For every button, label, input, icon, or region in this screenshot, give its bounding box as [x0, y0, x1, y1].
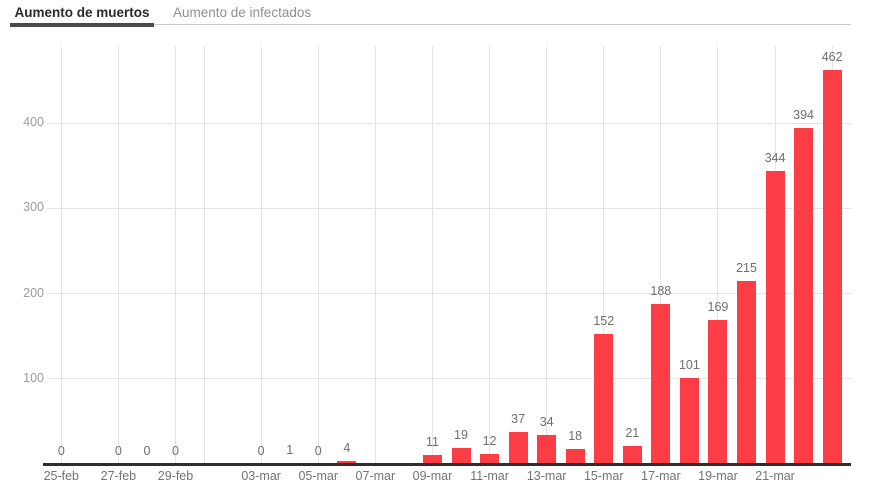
- bar-value-label-20-mar: 215: [736, 260, 757, 275]
- tab-aumento-de-muertos-label: Aumento de muertos: [14, 5, 150, 20]
- bar-value-label-06-mar: 4: [343, 440, 351, 455]
- bar-22-mar[interactable]: [794, 128, 814, 464]
- bar-value-label-17-mar: 188: [650, 283, 672, 298]
- bar-11-mar[interactable]: [480, 453, 500, 464]
- x-gridline: [717, 46, 719, 464]
- x-axis-label-29-feb: 29-feb: [157, 469, 194, 483]
- bar-value-label-16-mar: 21: [625, 426, 640, 441]
- bar-value-label-25-feb: 0: [57, 444, 65, 458]
- x-gridline: [117, 46, 119, 464]
- bar-value-label-23-mar: 462: [821, 50, 843, 65]
- x-axis-label-07-mar: 07-mar: [355, 469, 396, 483]
- x-axis-label-13-mar: 13-mar: [526, 469, 567, 483]
- bar-16-mar[interactable]: [622, 446, 642, 464]
- x-gridline: [431, 46, 433, 464]
- y-axis-label: 100: [23, 370, 44, 385]
- bar-21-mar[interactable]: [765, 170, 785, 464]
- y-axis-label: 300: [23, 200, 44, 215]
- x-axis-label-17-mar: 17-mar: [641, 469, 681, 483]
- y-axis-label: 200: [23, 285, 44, 300]
- bar-20-mar[interactable]: [737, 280, 756, 464]
- y-gridline: [47, 378, 851, 380]
- x-axis-label-09-mar: 09-mar: [412, 469, 453, 483]
- bar-value-label-03-mar: 0: [257, 444, 265, 458]
- tab-aumento-de-muertos[interactable]: Aumento de muertos: [10, 0, 154, 25]
- bar-17-mar[interactable]: [651, 303, 671, 464]
- x-gridline: [260, 46, 262, 464]
- x-gridline: [603, 46, 605, 464]
- x-axis-label-19-mar: 19-mar: [698, 469, 738, 483]
- tab-bar: Aumento de muertos Aumento de infectados: [10, 0, 851, 27]
- bar-12-mar[interactable]: [508, 432, 528, 464]
- bar-15-mar[interactable]: [594, 334, 614, 464]
- x-axis-label-15-mar: 15-mar: [583, 469, 624, 483]
- bar-value-label-14-mar: 18: [568, 428, 583, 443]
- x-axis-label-05-mar: 05-mar: [298, 469, 339, 483]
- x-gridline: [660, 46, 662, 464]
- tab-aumento-de-infectados-label: Aumento de infectados: [173, 5, 312, 20]
- bar-09-mar[interactable]: [422, 454, 442, 464]
- x-gridline: [546, 46, 548, 464]
- y-gridline: [47, 122, 851, 124]
- bar-value-label-09-mar: 11: [425, 434, 439, 449]
- bar-value-label-04-mar: 1: [286, 443, 294, 457]
- bar-14-mar[interactable]: [565, 448, 585, 464]
- bar-value-label-13-mar: 34: [539, 415, 554, 430]
- bar-value-label-18-mar: 101: [678, 357, 700, 372]
- bar-value-label-22-mar: 394: [793, 108, 815, 123]
- bar-value-label-28-feb: 0: [143, 444, 151, 458]
- x-gridline: [317, 46, 319, 464]
- x-axis-label-21-mar: 21-mar: [755, 469, 795, 483]
- bar-13-mar[interactable]: [537, 435, 557, 464]
- x-gridline: [203, 46, 205, 464]
- tab-bar-divider: [10, 24, 851, 25]
- bar-value-label-19-mar: 169: [707, 300, 729, 314]
- bar-value-label-27-feb: 0: [114, 444, 122, 458]
- y-gridline: [47, 207, 851, 209]
- x-axis-label-27-feb: 27-feb: [100, 469, 137, 483]
- x-gridline: [60, 46, 62, 464]
- bar-10-mar[interactable]: [451, 447, 471, 464]
- bar-value-label-29-feb: 0: [172, 444, 179, 458]
- bar-19-mar[interactable]: [708, 320, 728, 464]
- x-axis-label-11-mar: 11-mar: [470, 469, 509, 483]
- x-axis-label-25-feb: 25-feb: [43, 469, 80, 483]
- x-gridline: [374, 46, 376, 464]
- bar-18-mar[interactable]: [679, 377, 699, 464]
- bar-06-mar[interactable]: [337, 460, 357, 464]
- bar-value-label-10-mar: 19: [454, 427, 468, 442]
- x-gridline: [489, 46, 491, 464]
- tab-aumento-de-infectados[interactable]: Aumento de infectados: [163, 0, 321, 25]
- bar-value-label-05-mar: 0: [314, 444, 322, 458]
- active-tab-underline: [10, 23, 154, 27]
- y-axis-label: 400: [23, 115, 44, 130]
- bar-value-label-11-mar: 12: [482, 433, 497, 448]
- x-gridline: [175, 46, 176, 464]
- y-gridline: [47, 293, 851, 295]
- x-axis-line: [43, 463, 851, 466]
- bar-23-mar[interactable]: [822, 70, 842, 464]
- x-axis-label-03-mar: 03-mar: [241, 469, 281, 483]
- bar-value-label-15-mar: 152: [593, 314, 615, 329]
- bar-value-label-12-mar: 37: [511, 412, 526, 427]
- bar-value-label-21-mar: 344: [764, 150, 786, 165]
